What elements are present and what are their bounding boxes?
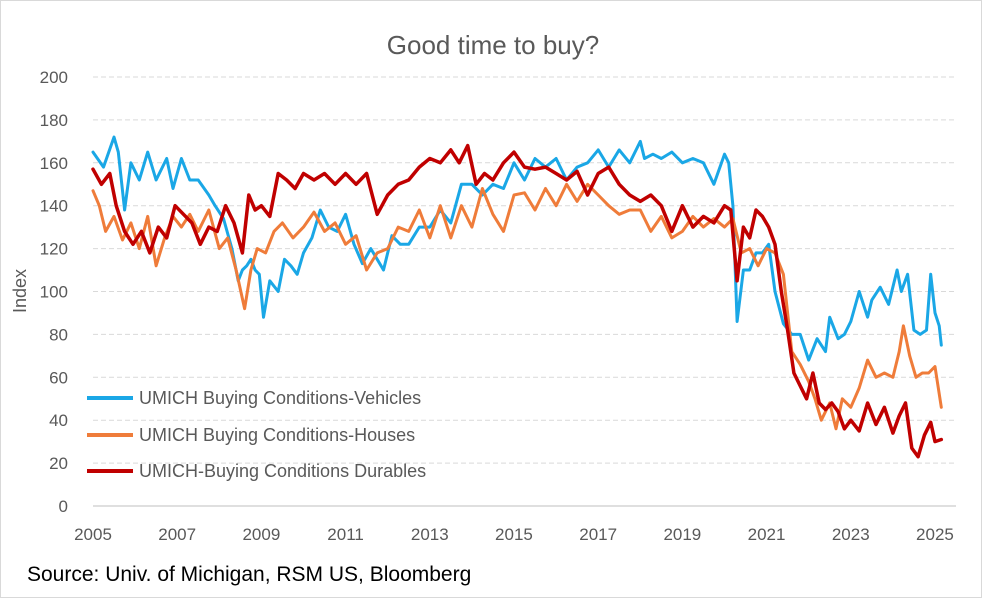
gridlines <box>93 76 956 507</box>
x-tick-label: 2009 <box>242 525 280 544</box>
y-tick-label: 120 <box>40 240 68 259</box>
y-tick-label: 200 <box>40 68 68 87</box>
y-tick-label: 0 <box>59 497 68 516</box>
y-tick-label: 60 <box>49 368 68 387</box>
x-tick-label: 2021 <box>748 525 786 544</box>
y-tick-label: 80 <box>49 325 68 344</box>
legend-label: UMICH Buying Conditions-Houses <box>139 425 415 445</box>
x-tick-label: 2007 <box>158 525 196 544</box>
chart-title: Good time to buy? <box>387 30 599 60</box>
y-tick-label: 140 <box>40 197 68 216</box>
y-axis-ticks: 0 20 40 60 80 100 120 140 160 180 200 <box>40 68 68 516</box>
x-tick-label: 2015 <box>495 525 533 544</box>
x-tick-label: 2025 <box>916 525 954 544</box>
legend: UMICH Buying Conditions-Vehicles UMICH Bu… <box>87 388 426 481</box>
series-line-umich-buying-conditions-houses <box>91 182 943 431</box>
x-tick-label: 2005 <box>74 525 112 544</box>
source-note: Source: Univ. of Michigan, RSM US, Bloom… <box>27 563 472 586</box>
x-axis-ticks: 2005 2007 2009 2011 2013 2015 2017 2019 2021 2023… <box>74 525 954 544</box>
y-tick-label: 160 <box>40 154 68 173</box>
legend-label: UMICH Buying Conditions-Vehicles <box>139 388 421 408</box>
x-tick-label: 2023 <box>832 525 870 544</box>
legend-label: UMICH-Buying Conditions Durables <box>139 461 426 481</box>
series-line-umich-buying-conditions-durables <box>91 143 944 459</box>
x-tick-label: 2017 <box>579 525 617 544</box>
series-group <box>91 135 944 459</box>
x-tick-label: 2019 <box>663 525 701 544</box>
y-tick-label: 100 <box>40 283 68 302</box>
y-tick-label: 180 <box>40 111 68 130</box>
x-tick-label: 2011 <box>327 525 364 544</box>
x-tick-label: 2013 <box>411 525 449 544</box>
y-tick-label: 20 <box>49 454 68 473</box>
y-tick-label: 40 <box>49 411 68 430</box>
y-axis-label: Index <box>10 269 30 313</box>
